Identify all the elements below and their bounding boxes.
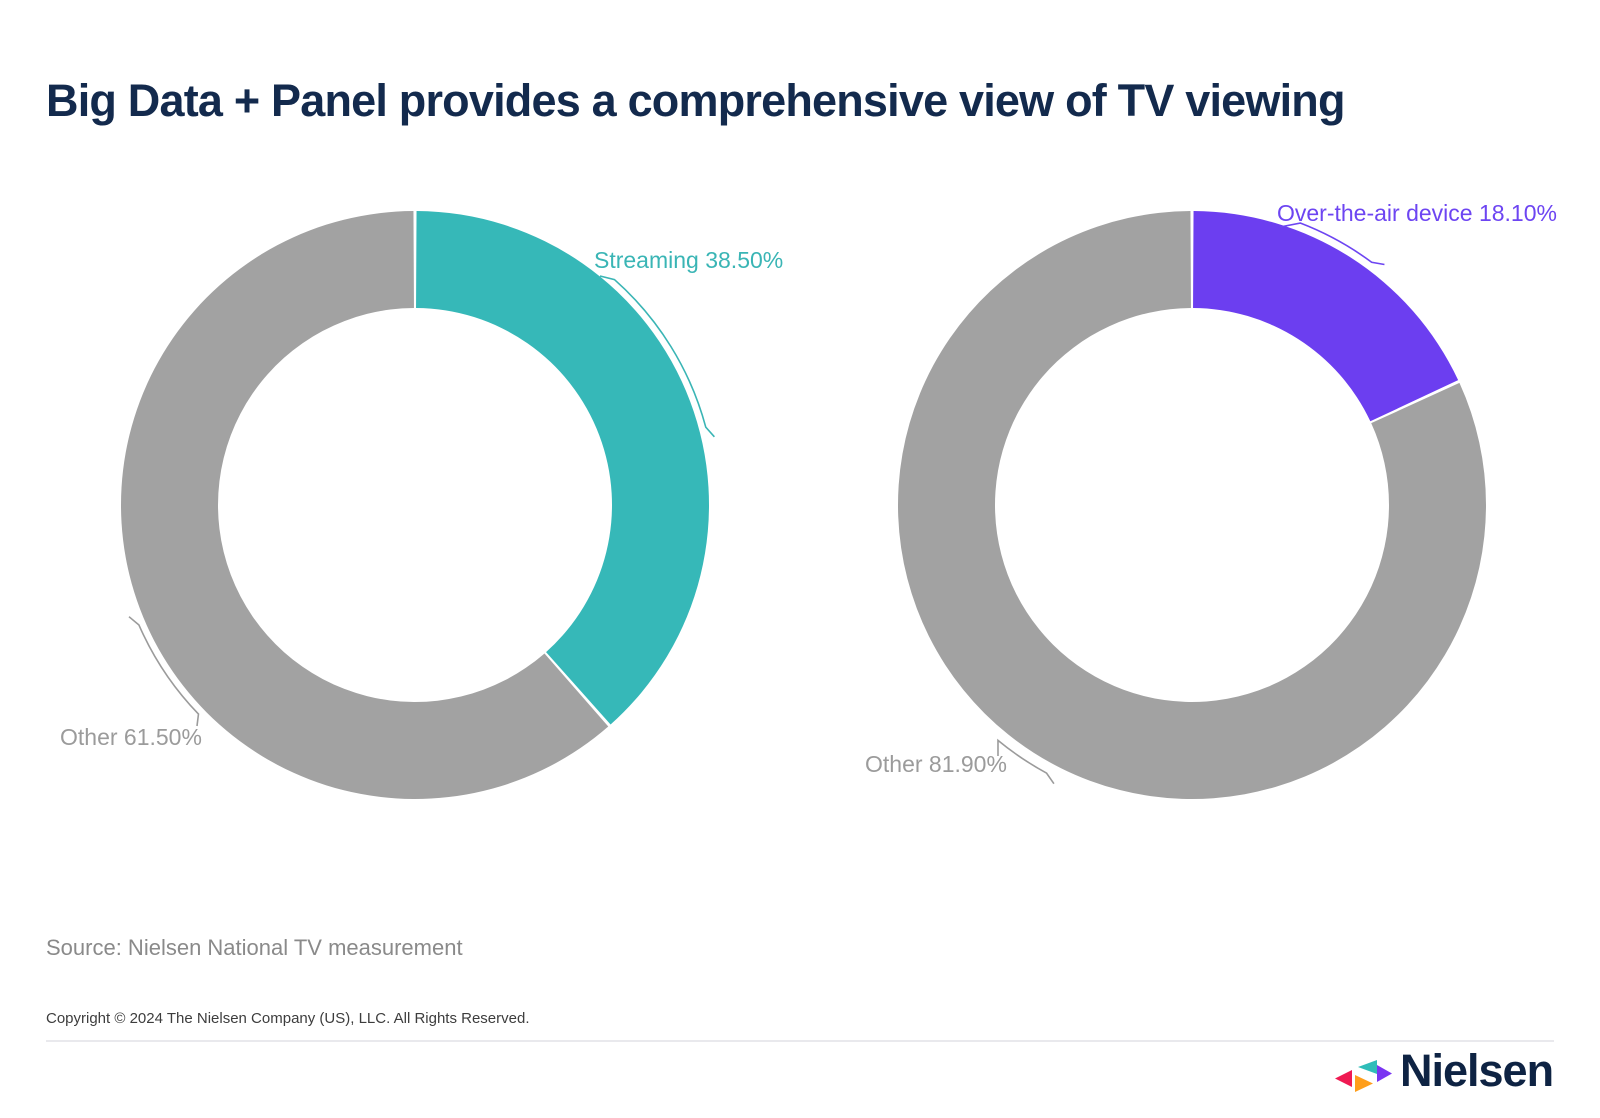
source-note: Source: Nielsen National TV measurement [46,935,463,960]
page-title: Big Data + Panel provides a comprehensiv… [46,75,1345,127]
label-bracket-other [128,616,200,727]
nielsen-wordmark: Nielsen [1400,1045,1554,1096]
donut-streaming-slice-streaming [416,211,709,725]
copyright-note: Copyright © 2024 The Nielsen Company (US… [46,1010,530,1027]
label-bracket-streaming [599,275,715,438]
slice-label-over-the-air: Over-the-air device 18.10% [1277,200,1557,226]
footer-divider [46,1040,1554,1042]
donut-ota-slice-over-the-air-device [1193,211,1459,422]
nielsen-logo: Nielsen [1330,1045,1560,1098]
slice-label-other-left: Other 61.50% [60,724,202,750]
logo-triangle-teal [1358,1060,1377,1074]
logo-triangle-orange [1355,1075,1373,1092]
slice-label-streaming: Streaming 38.50% [594,247,784,273]
logo-triangle-purple [1377,1065,1392,1082]
label-bracket-other [997,738,1055,785]
donut-streaming-slice-other [120,211,609,800]
donut-ota-slice-other [897,211,1486,799]
nielsen-logo-mark [1335,1060,1392,1092]
slice-label-other-right: Other 81.90% [865,751,1007,777]
logo-triangle-pink [1335,1070,1352,1087]
label-bracket-over-the-air-device [1279,222,1385,266]
